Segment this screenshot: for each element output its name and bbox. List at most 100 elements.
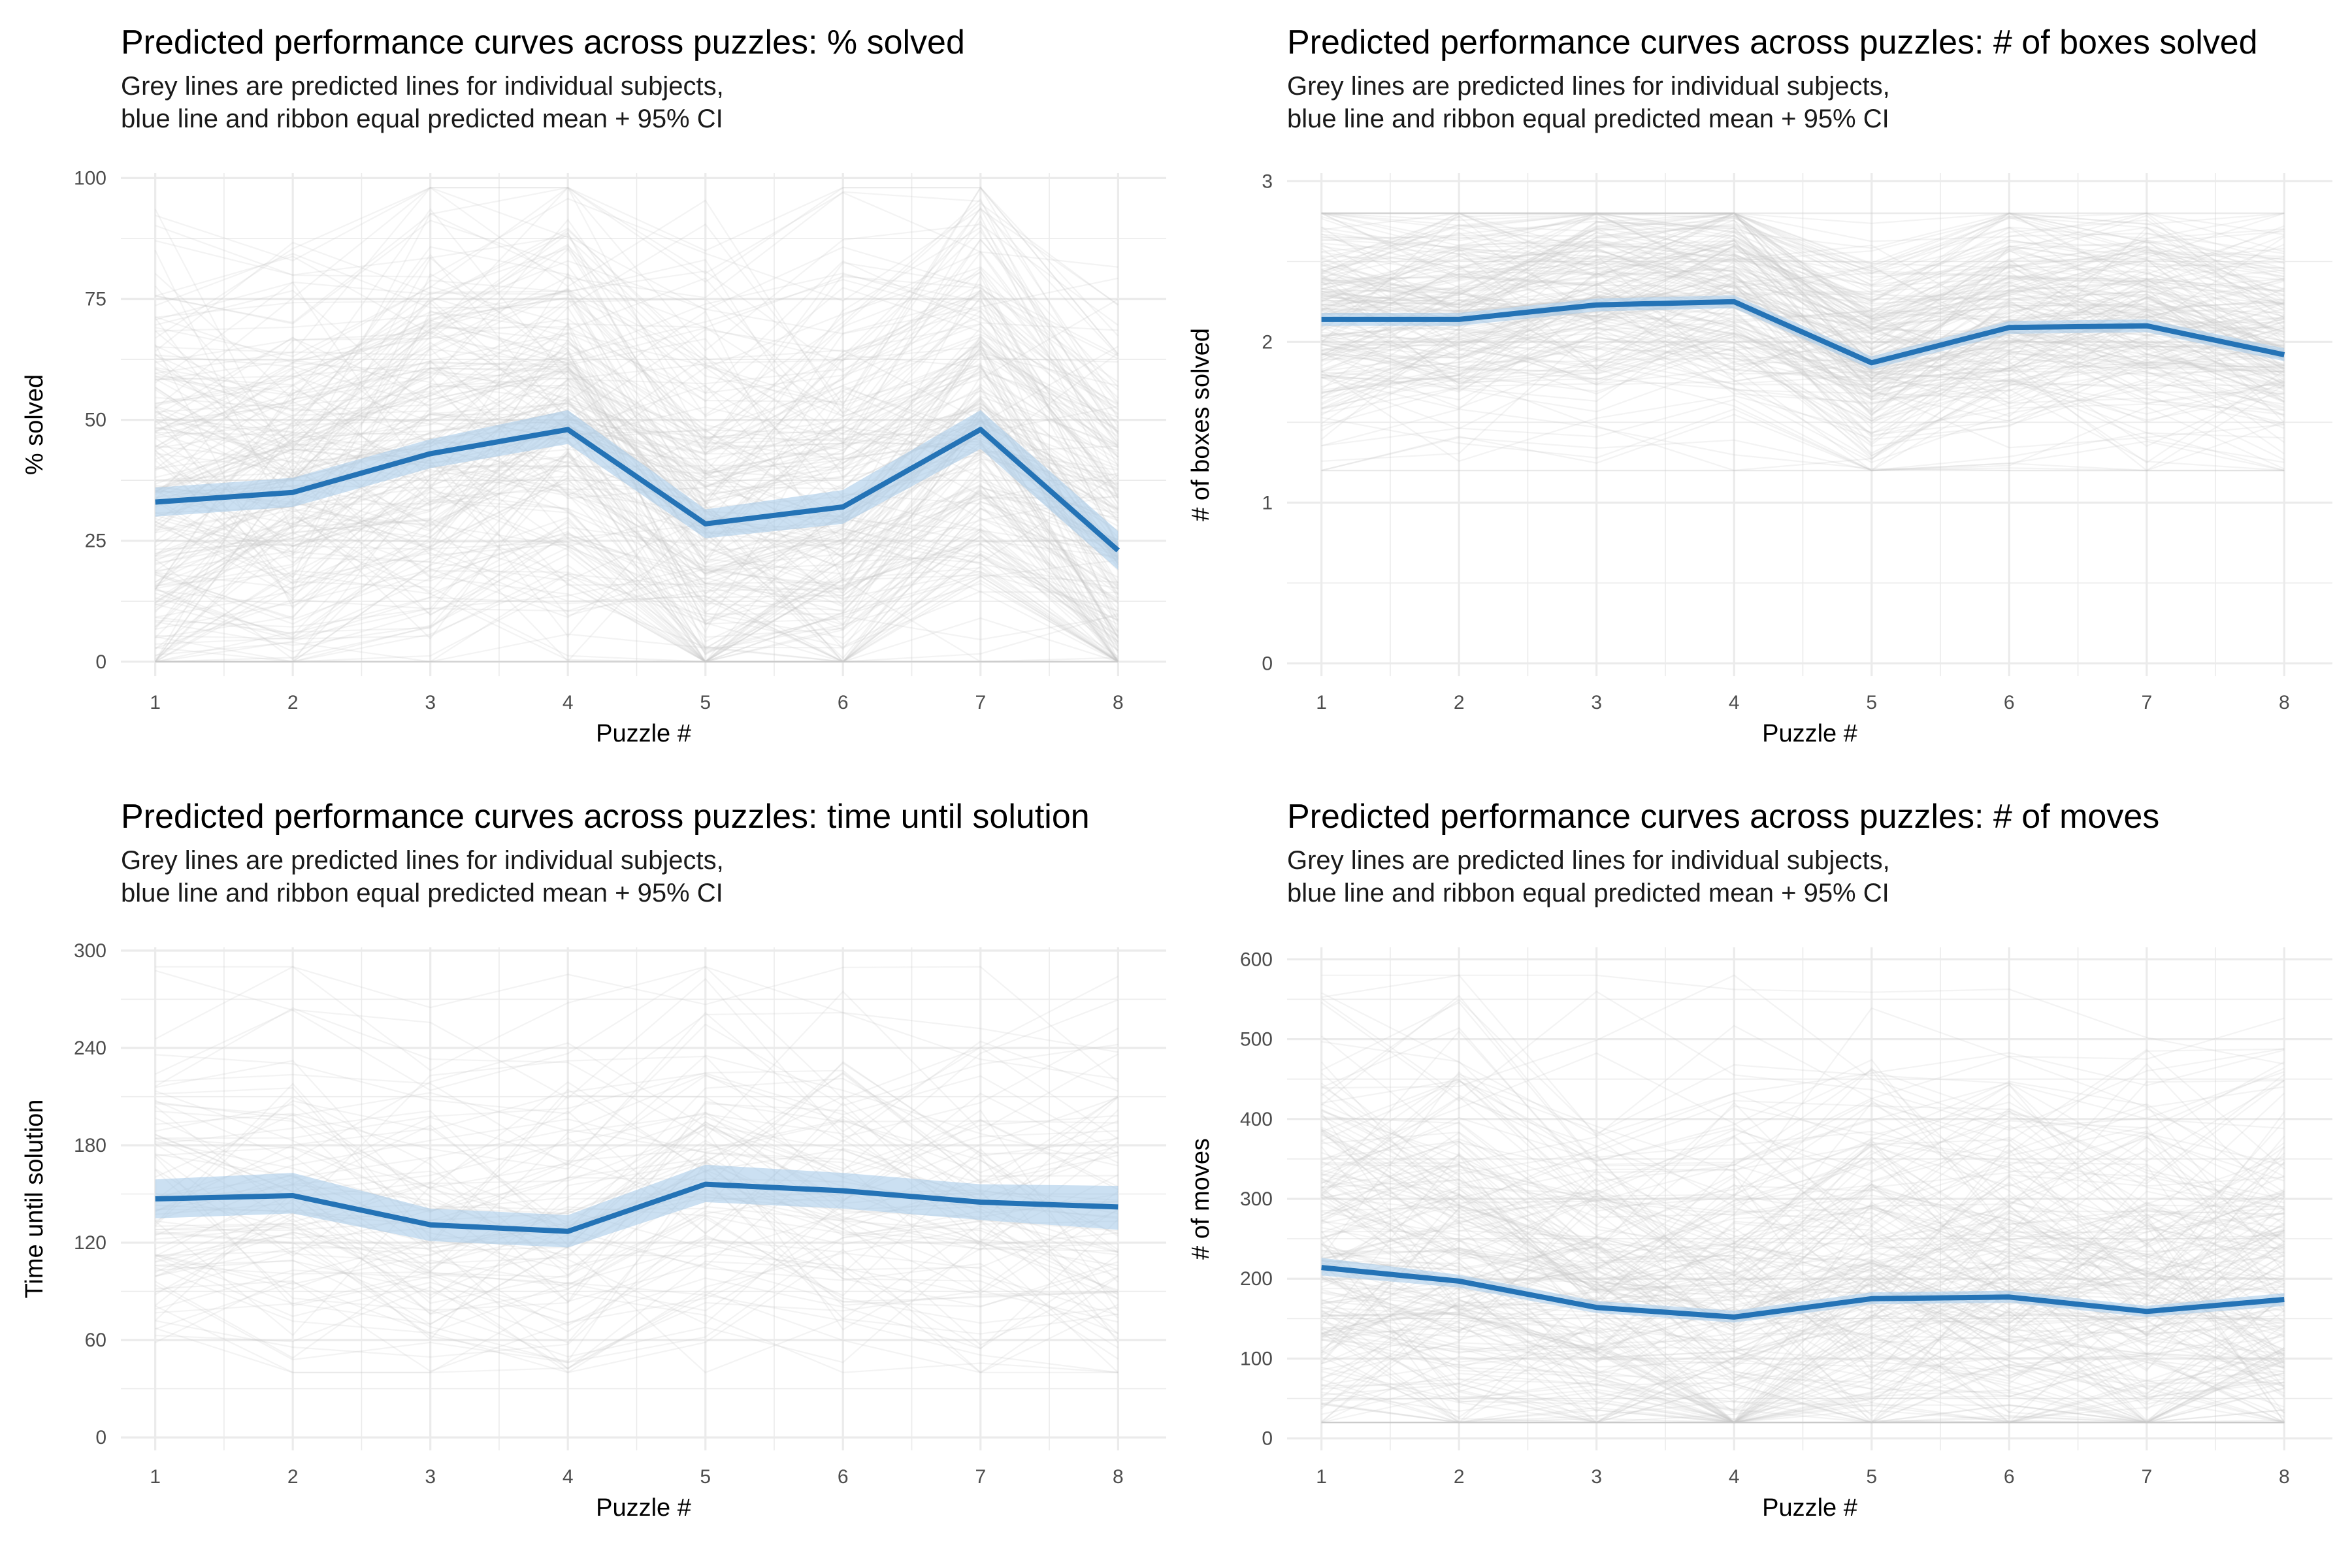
subject-line	[1321, 234, 2285, 346]
subject-line	[154, 186, 1119, 416]
subject-line	[1321, 233, 2285, 327]
x-tick-label: 8	[1113, 1466, 1124, 1488]
subject-line	[1321, 250, 2285, 304]
subject-line	[1321, 352, 2285, 472]
subject-line	[155, 198, 1119, 480]
subject-line	[155, 1215, 1119, 1347]
x-tick-label: 1	[150, 692, 161, 713]
subject-line	[155, 289, 1119, 531]
subject-line	[1321, 328, 2285, 422]
subject-line	[1321, 1303, 2285, 1378]
subject-line	[1320, 1301, 2285, 1424]
subject-line	[1320, 1239, 2285, 1424]
subject-line	[1321, 1138, 2285, 1267]
subject-line	[1321, 240, 2285, 387]
subject-line	[155, 469, 1119, 663]
subject-line	[155, 990, 1119, 1139]
subject-line	[154, 296, 1119, 478]
subject-line	[155, 564, 1119, 663]
subject-line	[1321, 1383, 2285, 1424]
subject-line	[1321, 212, 2285, 349]
subject-line	[155, 186, 1119, 448]
subject-line	[1320, 1197, 2285, 1411]
subject-line	[1321, 1185, 2285, 1333]
y-tick-label: 400	[1240, 1109, 1273, 1130]
subject-line	[155, 1070, 1119, 1184]
subject-line	[155, 367, 1119, 565]
subject-line	[1321, 1318, 2285, 1424]
subject-line	[1321, 227, 2285, 364]
subject-line	[1321, 320, 2285, 461]
subject-lines	[154, 186, 1119, 663]
subject-line	[1321, 226, 2285, 372]
subject-line	[1320, 242, 2285, 387]
subject-line	[155, 448, 1119, 601]
subject-line	[1321, 1207, 2285, 1291]
panel-subtitle-line: Grey lines are predicted lines for indiv…	[121, 846, 724, 875]
subject-line	[1321, 1190, 2285, 1352]
subject-line	[1321, 214, 2285, 351]
subject-line	[154, 247, 1119, 395]
subject-line	[155, 187, 1119, 355]
subject-line	[1321, 215, 2285, 338]
y-tick-label: 200	[1240, 1268, 1273, 1290]
subject-line	[1321, 1141, 2285, 1230]
subject-line	[155, 565, 1119, 663]
subject-line	[155, 287, 1119, 448]
subject-line	[155, 1249, 1119, 1373]
subject-line	[154, 378, 1119, 621]
subject-line	[1321, 1173, 2285, 1373]
subject-line	[1321, 1130, 2285, 1250]
subject-line	[1321, 1156, 2285, 1288]
subject-line	[155, 289, 1119, 498]
subject-line	[1320, 998, 2285, 1235]
subject-line	[154, 392, 1119, 623]
subject-line	[155, 451, 1119, 638]
subject-line	[1321, 1401, 2285, 1424]
subject-line	[1321, 1326, 2285, 1424]
subject-line	[1321, 1333, 2285, 1422]
subject-line	[1321, 300, 2285, 399]
subject-line	[154, 191, 1119, 474]
subject-line	[155, 251, 1119, 480]
subject-line	[1321, 294, 2285, 423]
subject-line	[155, 472, 1119, 662]
panel-subtitle-line: blue line and ribbon equal predicted mea…	[1287, 105, 1889, 133]
subject-line	[1321, 304, 2285, 398]
subject-line	[1321, 244, 2285, 353]
subject-line	[1321, 1220, 2285, 1351]
subject-line	[1321, 1135, 2285, 1266]
subject-line	[155, 530, 1119, 663]
subject-line	[154, 448, 1119, 663]
panel-title: Predicted performance curves across puzz…	[121, 24, 965, 61]
x-tick-label: 5	[1866, 692, 1877, 713]
subject-line	[1321, 1078, 2285, 1250]
subject-line	[1321, 272, 2285, 416]
y-tick-label: 300	[74, 940, 106, 962]
subject-line	[155, 453, 1119, 662]
subject-line	[1321, 212, 2285, 253]
subject-line	[154, 429, 1119, 662]
subject-line	[155, 1101, 1119, 1249]
subject-line	[1321, 414, 2285, 472]
subject-line	[1321, 1052, 2285, 1226]
subject-line	[1321, 1281, 2285, 1386]
subject-line	[1321, 1142, 2285, 1305]
subject-line	[1321, 1109, 2285, 1262]
subject-line	[1321, 1379, 2285, 1424]
subject-line	[1320, 1063, 2285, 1211]
subject-line	[155, 448, 1119, 663]
subject-line	[1321, 408, 2285, 472]
subject-line	[155, 331, 1119, 461]
subject-line	[1321, 1113, 2285, 1282]
subject-line	[155, 1218, 1119, 1350]
subject-line	[155, 514, 1119, 582]
ci-ribbon	[1321, 1258, 2285, 1323]
chart-panel-2: Predicted performance curves across puzz…	[1187, 24, 2332, 747]
subject-line	[1321, 1407, 2285, 1424]
x-tick-label: 4	[1729, 1466, 1740, 1488]
subject-line	[155, 277, 1119, 547]
subject-line	[1321, 302, 2285, 460]
subject-line	[1321, 304, 2285, 378]
subject-line	[155, 476, 1119, 662]
